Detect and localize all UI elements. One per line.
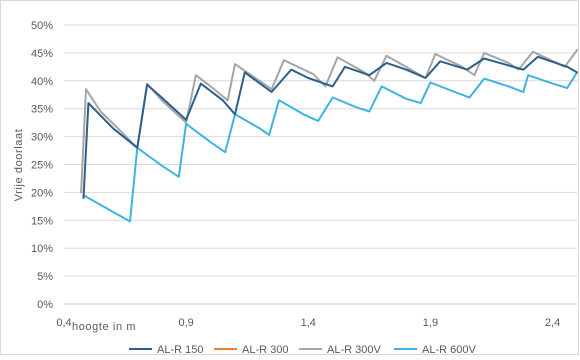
- x-tick-label: 0,9: [178, 317, 193, 329]
- series-line-al-r-150: [82, 55, 578, 199]
- legend-label: AL-R 300V: [327, 344, 381, 355]
- x-tick-label: 1,4: [301, 317, 316, 329]
- series-lines: [80, 49, 578, 223]
- y-tick-label: 35%: [31, 104, 53, 116]
- line-chart: 0% 5% 10% 15% 20% 25% 30% 35% 40% 45% 50% 0,4 0,9 1,…: [13, 20, 578, 356]
- y-tick-label: 10%: [31, 243, 53, 255]
- legend: AL-R 150 AL-R 300 AL-R 300V AL-R 600V: [129, 344, 476, 356]
- x-tick-label: 1,9: [423, 317, 438, 329]
- x-axis-title: hoogte in m: [72, 321, 136, 333]
- y-tick-label: 0%: [37, 299, 53, 311]
- series-line-al-r-300v: [80, 49, 578, 194]
- y-tick-label: 20%: [31, 187, 53, 199]
- x-axis-tick-labels: 0,4 0,9 1,4 1,9 2,4: [56, 317, 560, 329]
- y-tick-label: 45%: [31, 48, 53, 60]
- x-tick-label: 2,4: [545, 317, 560, 329]
- gridlines: [64, 24, 577, 277]
- y-tick-label: 50%: [31, 20, 53, 32]
- x-tick-label: 0,4: [56, 317, 71, 329]
- y-tick-label: 30%: [31, 132, 53, 144]
- y-tick-label: 25%: [31, 160, 53, 172]
- y-axis-tick-labels: 0% 5% 10% 15% 20% 25% 30% 35% 40% 45% 50%: [31, 20, 53, 311]
- y-tick-label: 5%: [37, 271, 53, 283]
- y-axis-title: Vrije doorlaat: [13, 129, 25, 202]
- legend-label: AL-R 150: [157, 344, 203, 355]
- legend-label: AL-R 300: [242, 344, 288, 355]
- y-tick-label: 40%: [31, 76, 53, 88]
- y-tick-label: 15%: [31, 215, 53, 227]
- legend-label: AL-R 600V: [422, 344, 476, 355]
- series-line-al-r-600v: [82, 71, 578, 223]
